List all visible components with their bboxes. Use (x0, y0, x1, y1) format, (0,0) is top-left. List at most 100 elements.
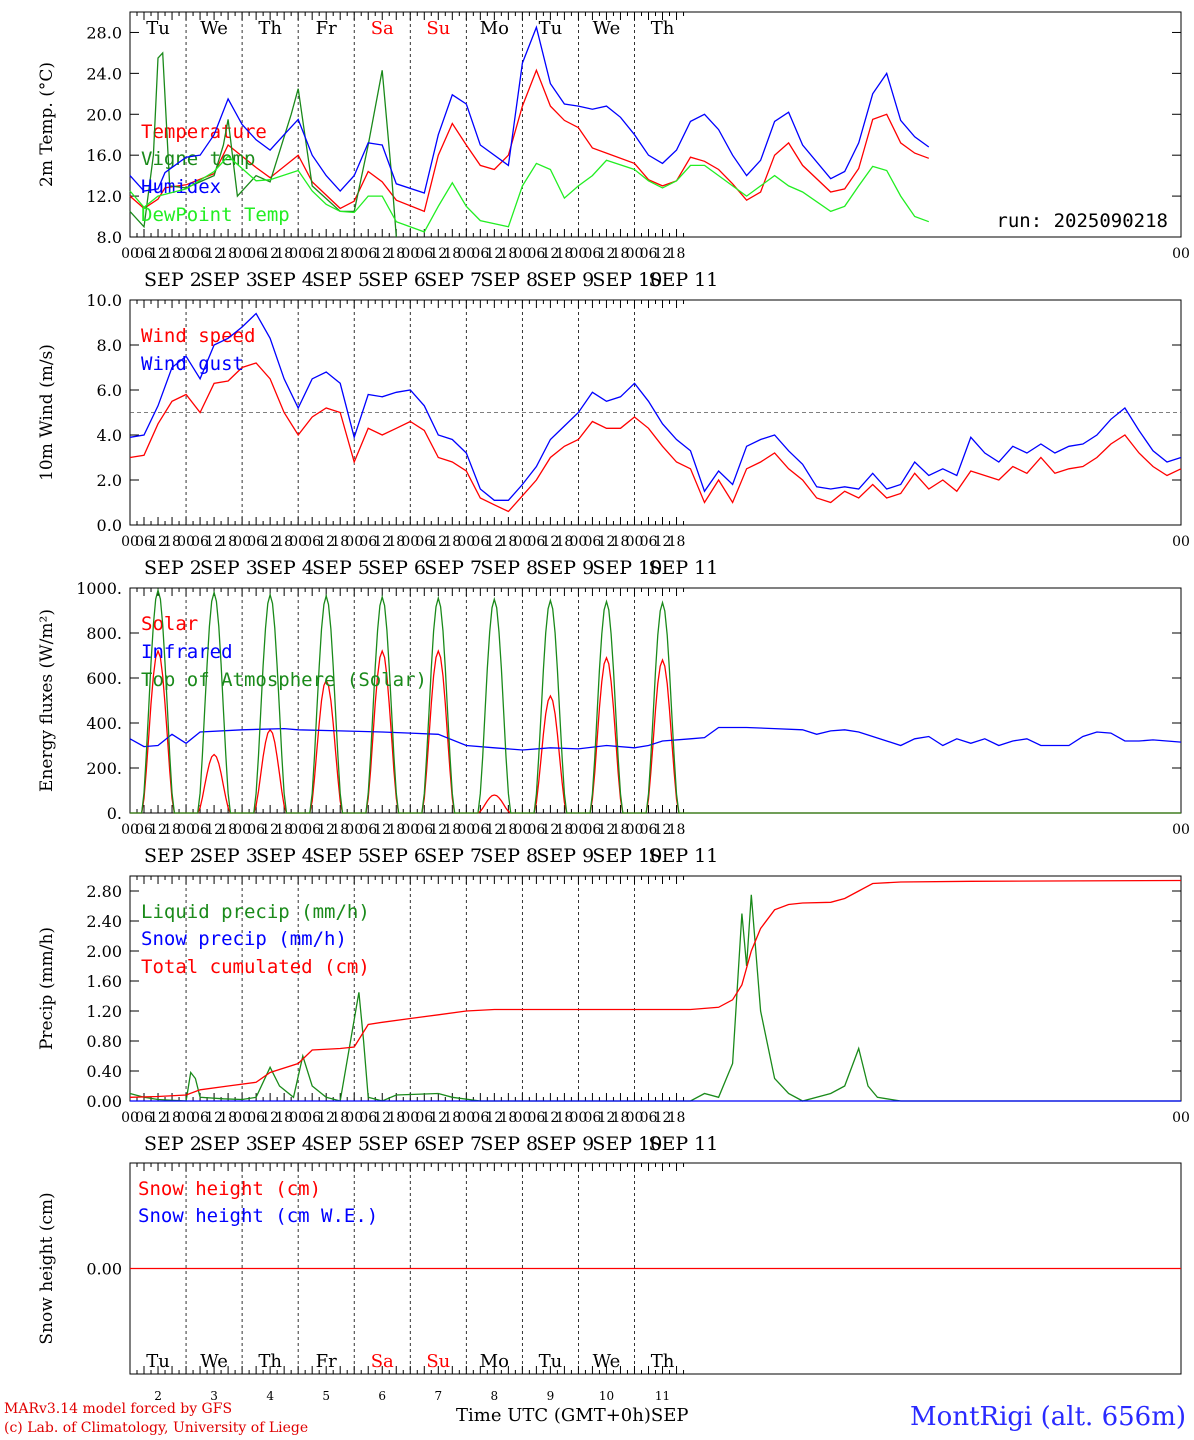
weekday-label: Tu (539, 1351, 563, 1372)
hour-label: 12 (429, 534, 447, 550)
hour-label: 18 (668, 822, 686, 838)
series-line-dewpoint-temp (129, 155, 930, 233)
hour-label: 12 (429, 246, 447, 262)
date-label: SEP 4 (256, 557, 314, 579)
hour-label: 00 (121, 1110, 139, 1126)
x-axis-label-text: Time UTC (GMT+0h) (456, 1405, 651, 1426)
hour-label: 00 (289, 246, 307, 262)
hour-label: 00 (401, 1110, 419, 1126)
series-line-temperature (129, 68, 930, 213)
legend-entry: Wind gust (141, 353, 244, 375)
weekday-label: Tu (146, 1351, 170, 1372)
hour-label: 06 (303, 822, 321, 838)
hour-label: 12 (317, 822, 335, 838)
hour-label: 00 (1172, 246, 1190, 262)
date-label: SEP 6 (368, 1133, 426, 1155)
hour-label: 18 (612, 822, 630, 838)
hour-label: 12 (317, 246, 335, 262)
date-label: SEP 7 (424, 845, 482, 867)
weekday-label: We (593, 1351, 621, 1372)
x-axis-label: Time UTC (GMT+0h)SEP (456, 1405, 688, 1426)
hour-label: 18 (219, 822, 237, 838)
hour-label: 00 (345, 822, 363, 838)
hour-label: 12 (317, 1110, 335, 1126)
day-number: 2 (154, 1389, 162, 1400)
hour-label: 12 (373, 822, 391, 838)
date-label: SEP 5 (312, 1133, 370, 1155)
date-label: SEP 10 (592, 845, 662, 867)
hour-label: 18 (499, 822, 517, 838)
hour-label: 12 (205, 534, 223, 550)
hour-label: 00 (626, 246, 644, 262)
series-line-wind-gust (129, 312, 1182, 501)
hour-label: 12 (654, 1110, 672, 1126)
hour-label: 00 (570, 534, 588, 550)
y-tick-label: 800. (86, 624, 122, 643)
hour-label: 00 (626, 534, 644, 550)
hour-label: 06 (191, 822, 209, 838)
series-line-humidex (129, 25, 930, 194)
weekday-label: Sa (371, 1351, 394, 1372)
hour-label: 00 (570, 822, 588, 838)
hour-label: 06 (527, 534, 545, 550)
legend-entry: Solar (141, 613, 198, 635)
legend-entry: Liquid precip (mm/h) (141, 901, 370, 923)
hour-label: 12 (261, 246, 279, 262)
date-label: SEP 9 (536, 1133, 594, 1155)
series-line-total-cumulated-cm- (129, 879, 1182, 1098)
hour-label: 06 (415, 534, 433, 550)
hour-label: 18 (219, 534, 237, 550)
hour-label: 18 (499, 534, 517, 550)
date-label: SEP 10 (592, 557, 662, 579)
hour-label: 00 (177, 822, 195, 838)
hour-label: 00 (177, 246, 195, 262)
hour-label: 00 (570, 246, 588, 262)
weekday-label: Mo (480, 1351, 509, 1372)
hour-label: 00 (457, 534, 475, 550)
hour-label: 18 (387, 534, 405, 550)
hour-label: 18 (219, 246, 237, 262)
hour-label: 18 (443, 246, 461, 262)
y-tick-label: 12.0 (86, 187, 122, 206)
hour-label: 18 (668, 1110, 686, 1126)
hour-label: 18 (163, 822, 181, 838)
hour-label: 00 (1172, 1110, 1190, 1126)
legend-entry: Humidex (141, 176, 221, 198)
weekday-label: Su (426, 18, 450, 39)
date-label: SEP 10 (592, 1133, 662, 1155)
date-label: SEP 6 (368, 845, 426, 867)
series-line-vigne-temp (129, 51, 397, 238)
hour-label: 18 (275, 822, 293, 838)
date-label: SEP 9 (536, 557, 594, 579)
y-tick-label: 28.0 (86, 23, 122, 42)
date-label: SEP 5 (312, 269, 370, 291)
hour-label: 00 (345, 246, 363, 262)
hour-label: 18 (387, 1110, 405, 1126)
hour-label: 18 (668, 534, 686, 550)
hour-label: 12 (317, 534, 335, 550)
hour-label: 12 (429, 1110, 447, 1126)
hour-label: 18 (219, 1110, 237, 1126)
legend-entry: Snow height (cm) (138, 1178, 321, 1200)
y-tick-label: 0.0 (97, 516, 122, 535)
hour-label: 12 (654, 822, 672, 838)
hour-label: 18 (275, 1110, 293, 1126)
x-axis-month: SEP (650, 1405, 689, 1426)
legend-entry: Top of Atmosphere (Solar) (141, 669, 427, 691)
y-tick-label: 600. (86, 669, 122, 688)
hour-label: 18 (555, 246, 573, 262)
day-number: 11 (655, 1389, 670, 1400)
date-label: SEP 11 (648, 845, 718, 867)
hour-label: 06 (247, 822, 265, 838)
hour-label: 00 (121, 822, 139, 838)
hour-label: 00 (289, 1110, 307, 1126)
hour-label: 06 (415, 822, 433, 838)
day-number: 6 (378, 1389, 386, 1400)
credit-lab: (c) Lab. of Climatology, University of L… (4, 1420, 309, 1436)
hour-label: 12 (485, 1110, 503, 1126)
hour-label: 12 (373, 1110, 391, 1126)
y-tick-label: 2.80 (86, 882, 122, 901)
weekday-label: Sa (371, 18, 394, 39)
hour-label: 00 (289, 534, 307, 550)
hour-label: 12 (205, 246, 223, 262)
